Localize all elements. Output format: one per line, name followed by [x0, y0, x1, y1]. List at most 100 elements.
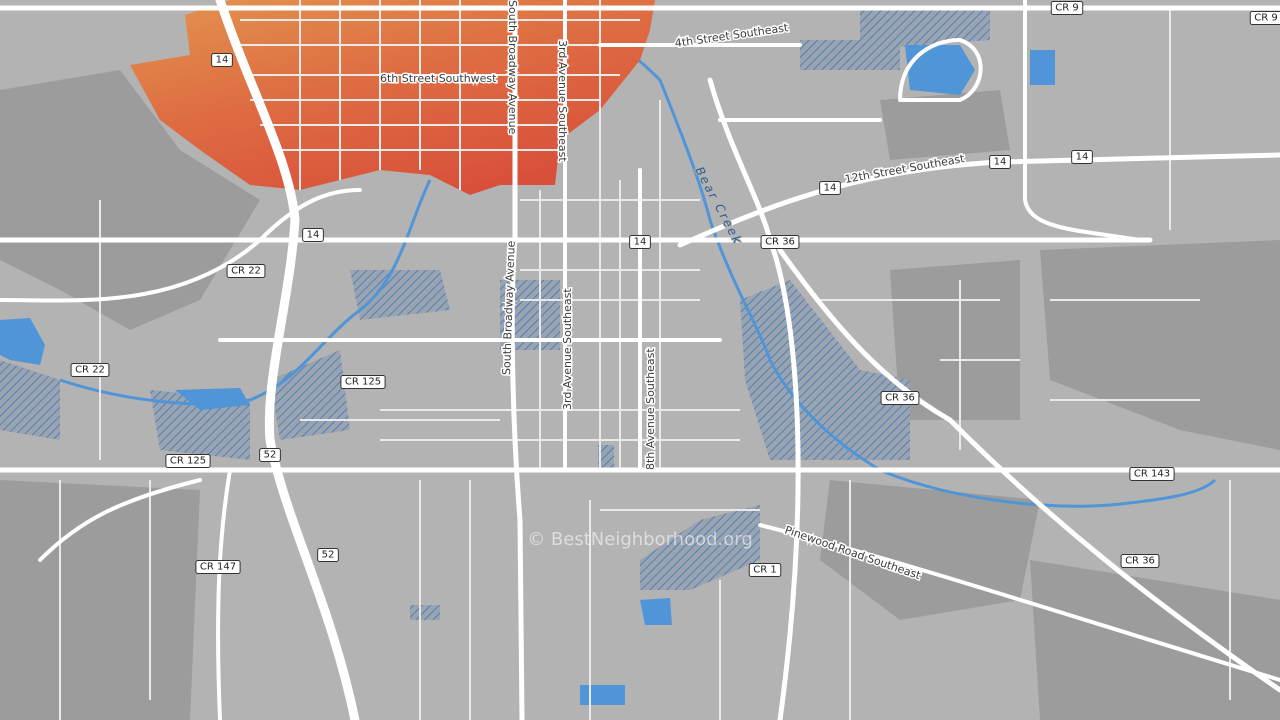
route-shield: 52: [259, 448, 281, 462]
route-shield: CR 147: [195, 560, 241, 574]
road: [707, 77, 801, 720]
creek: [59, 179, 432, 406]
street-label: South Broadway Avenue: [500, 240, 518, 375]
park: [0, 360, 60, 440]
pond: [640, 598, 672, 625]
route-shield: 14: [302, 228, 324, 242]
shield-label: CR 36: [1125, 556, 1155, 567]
street-grid: [59, 0, 1231, 720]
minor-streets: [59, 0, 1231, 720]
route-shields: CR 9 CR 9 14 14 14 14 14 14 CR 36 CR 36 …: [70, 1, 1280, 577]
route-shield: 52: [317, 548, 339, 562]
route-shield: CR 9: [1050, 1, 1084, 15]
park: [270, 350, 350, 440]
shield-box: [1120, 554, 1160, 568]
shield-label: CR 22: [75, 365, 105, 376]
park: [640, 505, 760, 590]
wooded-area: [1040, 240, 1280, 450]
route-shield: CR 143: [1129, 467, 1175, 481]
shield-label: CR 1: [753, 565, 776, 576]
route-shield: 14: [211, 53, 233, 67]
street-label: 8th Avenue Southeast: [644, 348, 657, 470]
route-shield: CR 22: [226, 264, 266, 278]
pond: [580, 685, 625, 705]
shield-box: [629, 235, 651, 249]
shield-box: [211, 53, 233, 67]
shield-label: 14: [307, 230, 320, 241]
route-shield: 14: [989, 155, 1011, 169]
shield-box: [760, 235, 800, 249]
shield-box: [880, 391, 920, 405]
park: [500, 280, 560, 350]
shield-box: [340, 375, 386, 389]
shield-label: CR 125: [345, 377, 381, 388]
highlighted-area: [130, 0, 655, 195]
highway: [215, 0, 360, 720]
street-label: South Broadway Avenue: [506, 0, 519, 135]
watermark: © BestNeighborhood.org: [527, 529, 753, 550]
park: [598, 445, 614, 470]
shield-label: CR 9: [1254, 13, 1277, 24]
water: [0, 0, 1217, 705]
park: [740, 280, 910, 460]
road: [1023, 0, 1142, 242]
shield-label: 14: [216, 55, 229, 66]
shield-label: 52: [322, 550, 335, 561]
shield-label: CR 125: [170, 456, 206, 467]
shield-label: CR 36: [765, 237, 795, 248]
route-shield: 14: [629, 235, 651, 249]
shield-box: [259, 448, 281, 462]
wooded-area: [0, 70, 260, 330]
lake: [1030, 50, 1055, 85]
route-shield: CR 125: [340, 375, 386, 389]
lake: [905, 45, 975, 95]
shield-box: [1050, 1, 1084, 15]
street-label: 3rd Avenue Southeast: [556, 40, 569, 162]
route-shield: CR 36: [760, 235, 800, 249]
street-label: 3rd Avenue Southeast: [561, 288, 574, 410]
shield-label: CR 22: [231, 266, 261, 277]
shield-label: 52: [264, 450, 277, 461]
shield-box: [1071, 150, 1093, 164]
shield-label: 14: [1076, 152, 1089, 163]
road: [777, 247, 1280, 693]
route-shield: 14: [819, 181, 841, 195]
shield-box: [317, 548, 339, 562]
road: [0, 188, 362, 303]
route-shield: CR 1: [748, 563, 782, 577]
route-shield: 14: [1071, 150, 1093, 164]
shield-box: [819, 181, 841, 195]
shield-box: [1129, 467, 1175, 481]
shield-label: 14: [824, 183, 837, 194]
shield-box: [748, 563, 782, 577]
route-shield: CR 9: [1249, 11, 1280, 25]
hatched-areas: [0, 10, 990, 620]
wooded-area: [820, 480, 1040, 620]
route-shield: CR 36: [1120, 554, 1160, 568]
shield-label: CR 36: [885, 393, 915, 404]
shield-box: [989, 155, 1011, 169]
shield-label: 14: [634, 237, 647, 248]
creek: [658, 79, 1217, 508]
park: [350, 270, 450, 320]
lake: [0, 318, 45, 365]
shield-box: [226, 264, 266, 278]
shield-label: CR 143: [1134, 469, 1170, 480]
shield-box: [1249, 11, 1280, 25]
park: [410, 605, 440, 620]
shield-label: CR 9: [1055, 3, 1078, 14]
street-label: 6th Street Southwest: [380, 72, 497, 85]
shield-box: [195, 560, 241, 574]
shield-box: [70, 363, 110, 377]
shield-box: [302, 228, 324, 242]
shield-box: [165, 454, 211, 468]
route-shield: CR 125: [165, 454, 211, 468]
route-shield: CR 22: [70, 363, 110, 377]
road: [758, 523, 1280, 682]
wooded-area: [880, 90, 1010, 160]
route-shield: CR 36: [880, 391, 920, 405]
road: [898, 38, 983, 102]
shield-label: 14: [994, 157, 1007, 168]
